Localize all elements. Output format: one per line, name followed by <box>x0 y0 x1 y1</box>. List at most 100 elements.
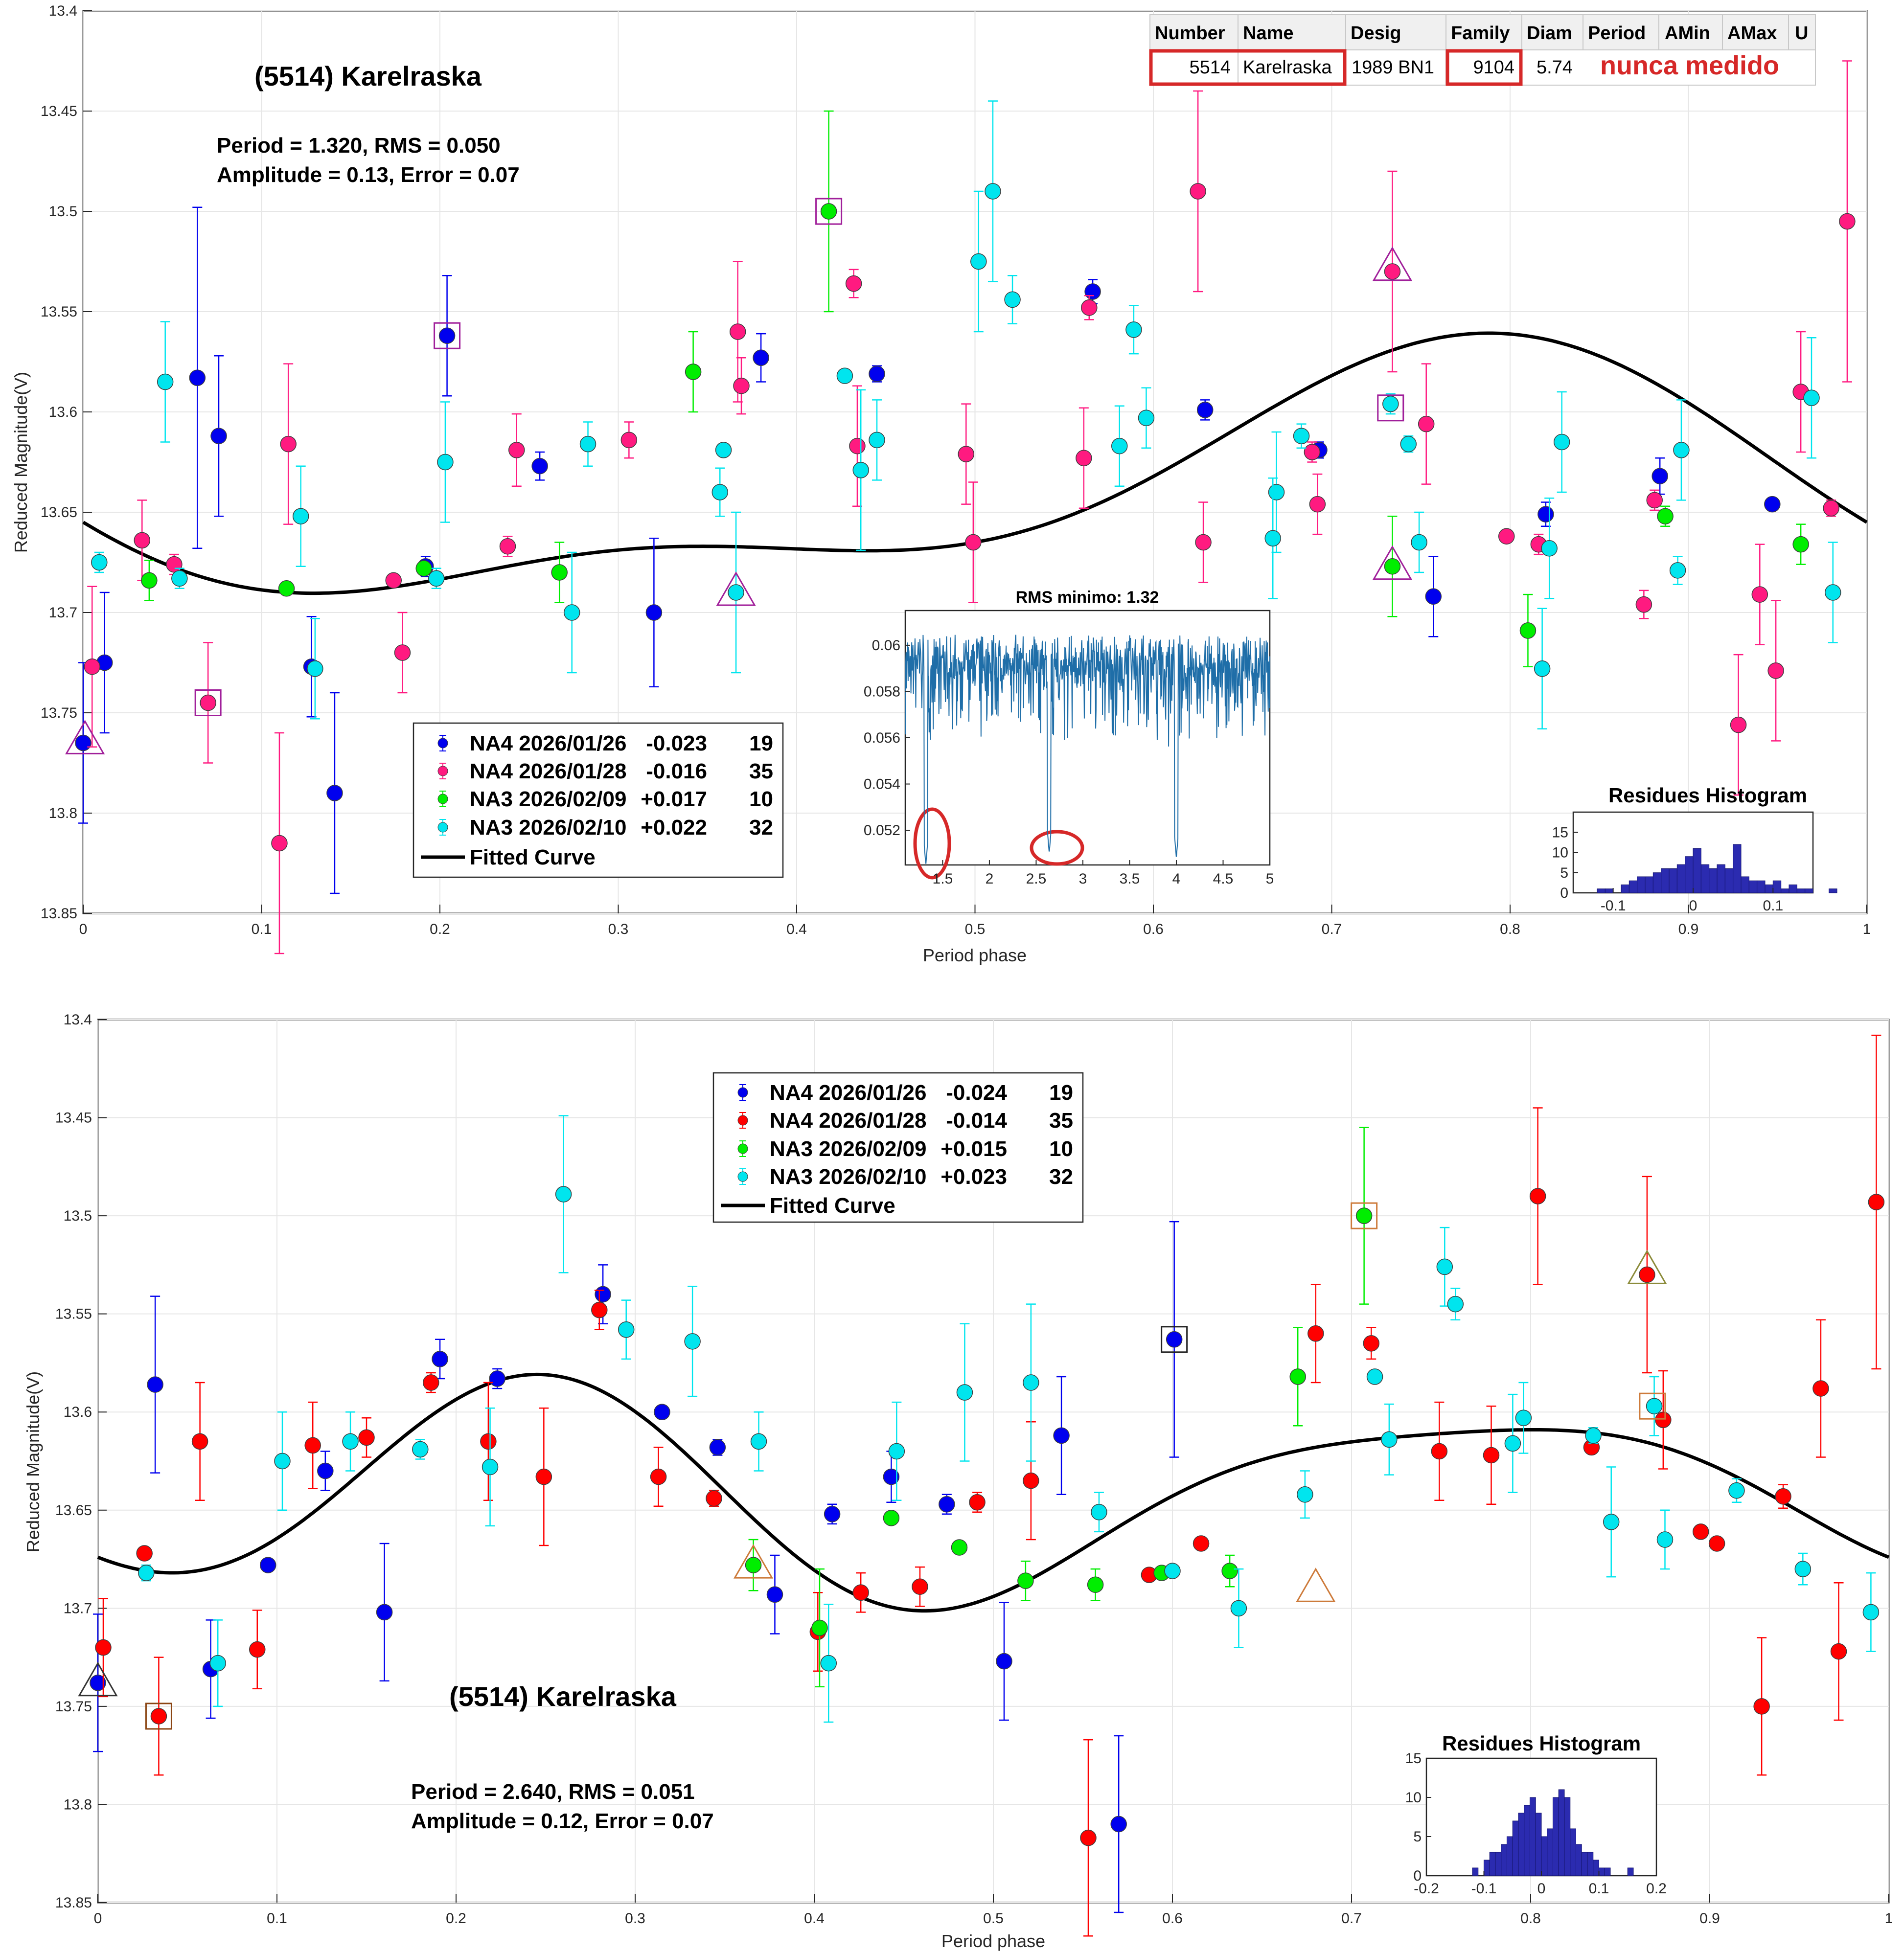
data-point <box>259 1557 276 1573</box>
data-point <box>645 604 663 621</box>
histogram-bar <box>1661 868 1670 893</box>
legend-count: 10 <box>1049 1137 1073 1161</box>
data-point <box>753 349 769 366</box>
y-tick-label: 13.85 <box>55 1895 92 1911</box>
histogram-bar <box>1547 1828 1553 1876</box>
square-marker <box>1161 1326 1188 1353</box>
histogram-bar <box>1621 885 1629 893</box>
data-point <box>1553 433 1570 451</box>
triangle-marker <box>1627 1249 1667 1284</box>
data-point <box>939 1496 955 1513</box>
legend-offset: -0.014 <box>946 1109 1007 1133</box>
data-point <box>729 323 746 340</box>
legend-offset: -0.016 <box>646 759 707 783</box>
legend-label: NA4 2026/01/28 <box>470 759 626 783</box>
x-tick-label: 0.9 <box>1678 921 1699 937</box>
histogram-bar <box>1472 1867 1479 1876</box>
legend-swatch <box>437 822 448 833</box>
data-point <box>1080 1829 1097 1846</box>
histogram-title-2: Residues Histogram <box>1442 1732 1641 1755</box>
periodogram-y-label: 0.052 <box>864 822 900 839</box>
x-tick-label: 0 <box>79 921 88 937</box>
data-point <box>1504 1435 1521 1452</box>
histogram-bar <box>1629 880 1638 893</box>
data-point <box>1023 1374 1039 1391</box>
y-axis-label-2: Reduced Magnitude(V) <box>23 1371 43 1552</box>
data-point <box>1418 415 1435 432</box>
chart-title-1: (5514) Karelraska <box>254 61 482 91</box>
data-point <box>191 1433 208 1450</box>
periodogram-y-label: 0.06 <box>872 637 900 654</box>
data-point <box>1125 321 1142 338</box>
hist-y-label: 10 <box>1405 1790 1422 1806</box>
triangle-marker <box>65 720 105 754</box>
data-point <box>1293 428 1310 444</box>
data-point <box>1839 213 1856 230</box>
y-tick-label: 13.6 <box>49 404 77 420</box>
data-point <box>1730 716 1747 733</box>
histogram-bar <box>1576 1844 1582 1876</box>
data-point <box>1537 506 1554 522</box>
th-family: Family <box>1451 23 1510 44</box>
data-point <box>985 183 1001 200</box>
data-point <box>563 604 580 621</box>
square-marker <box>434 322 461 349</box>
histogram-bar <box>1700 864 1710 893</box>
lightcurve-chart-2: 13.4 13.45 13.5 13.55 13.6 13.65 13.7 13.75 13.8… <box>23 1012 1893 1951</box>
data-point <box>189 369 206 386</box>
th-period: Period <box>1588 23 1646 44</box>
data-point <box>852 1584 869 1601</box>
y-tick-label: 13.4 <box>49 3 77 19</box>
data-point <box>1366 1368 1383 1385</box>
data-point <box>836 367 853 384</box>
data-point <box>1381 1431 1398 1448</box>
square-marker <box>1639 1392 1666 1420</box>
histogram-bar <box>1553 1797 1559 1876</box>
histogram-bar <box>1530 1797 1536 1876</box>
data-point <box>1384 558 1401 575</box>
data-point <box>342 1433 359 1450</box>
y-tick-label: 13.8 <box>49 805 77 821</box>
th-name: Name <box>1243 23 1294 44</box>
data-point <box>147 1376 163 1393</box>
x-tick-label: 1 <box>1863 921 1871 937</box>
x-tick-label: 0.8 <box>1520 1910 1541 1927</box>
data-point <box>1656 1531 1674 1548</box>
td-diam: 5.74 <box>1537 57 1573 78</box>
stats-period-rms-1: Period = 1.320, RMS = 0.050 <box>217 134 501 158</box>
data-point <box>869 431 885 449</box>
data-point <box>883 1468 900 1485</box>
histogram-bar <box>1709 868 1718 893</box>
data-point <box>1603 1514 1620 1530</box>
data-point <box>1767 662 1784 679</box>
data-point <box>618 1321 635 1338</box>
legend-swatch <box>737 1115 748 1126</box>
data-point <box>1775 1488 1791 1505</box>
y-tick-label: 13.55 <box>55 1306 92 1322</box>
x-tick-label: 0.4 <box>804 1910 825 1927</box>
histogram-bar <box>1652 872 1662 893</box>
histogram-bar <box>1581 1852 1588 1876</box>
legend-label: NA3 2026/02/09 <box>470 787 626 811</box>
histogram-bar <box>1535 1813 1542 1876</box>
data-point <box>307 660 323 677</box>
data-point <box>1221 1563 1238 1579</box>
triangle-marker <box>1372 246 1413 281</box>
hist-y-label: 5 <box>1560 865 1568 881</box>
histogram-bar <box>1587 1852 1594 1876</box>
data-point <box>1655 1411 1672 1429</box>
data-point <box>1076 450 1092 467</box>
square-marker <box>815 198 843 225</box>
th-diam: Diam <box>1527 23 1572 44</box>
data-point <box>432 1351 448 1367</box>
histogram-bar <box>1724 868 1734 893</box>
data-point <box>136 1545 153 1562</box>
data-point <box>428 570 445 587</box>
data-point <box>1823 500 1839 517</box>
data-point <box>766 1586 783 1603</box>
periodogram-y-label: 0.058 <box>864 683 900 700</box>
x-tick-label: 0.1 <box>252 921 272 937</box>
data-point <box>845 275 862 292</box>
data-point <box>1529 1188 1546 1204</box>
legend-offset: -0.023 <box>646 731 707 755</box>
